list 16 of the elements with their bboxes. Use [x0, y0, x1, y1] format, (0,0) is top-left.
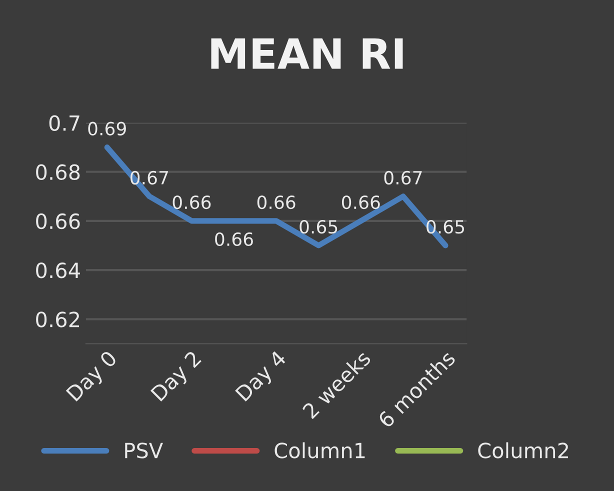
y-tick-label: 0.66 [36, 213, 80, 230]
data-label: 0.66 [215, 232, 253, 246]
y-tick-label: 0.7 [49, 115, 80, 131]
y-tick-label: 0.68 [36, 164, 80, 180]
data-label: 0.67 [384, 170, 422, 185]
legend-label: PSV [125, 442, 163, 458]
data-label: 0.66 [342, 195, 380, 210]
data-label: 0.66 [257, 195, 296, 210]
chart-title: MEAN RI [211, 38, 403, 69]
legend-label: Column2 [478, 442, 568, 458]
data-label: 0.66 [172, 195, 211, 210]
y-tick-label: 0.62 [36, 312, 80, 328]
data-label: 0.65 [300, 220, 338, 234]
y-tick-label: 0.64 [36, 262, 80, 278]
legend-label: Column1 [274, 442, 365, 458]
data-label: 0.69 [88, 122, 126, 136]
